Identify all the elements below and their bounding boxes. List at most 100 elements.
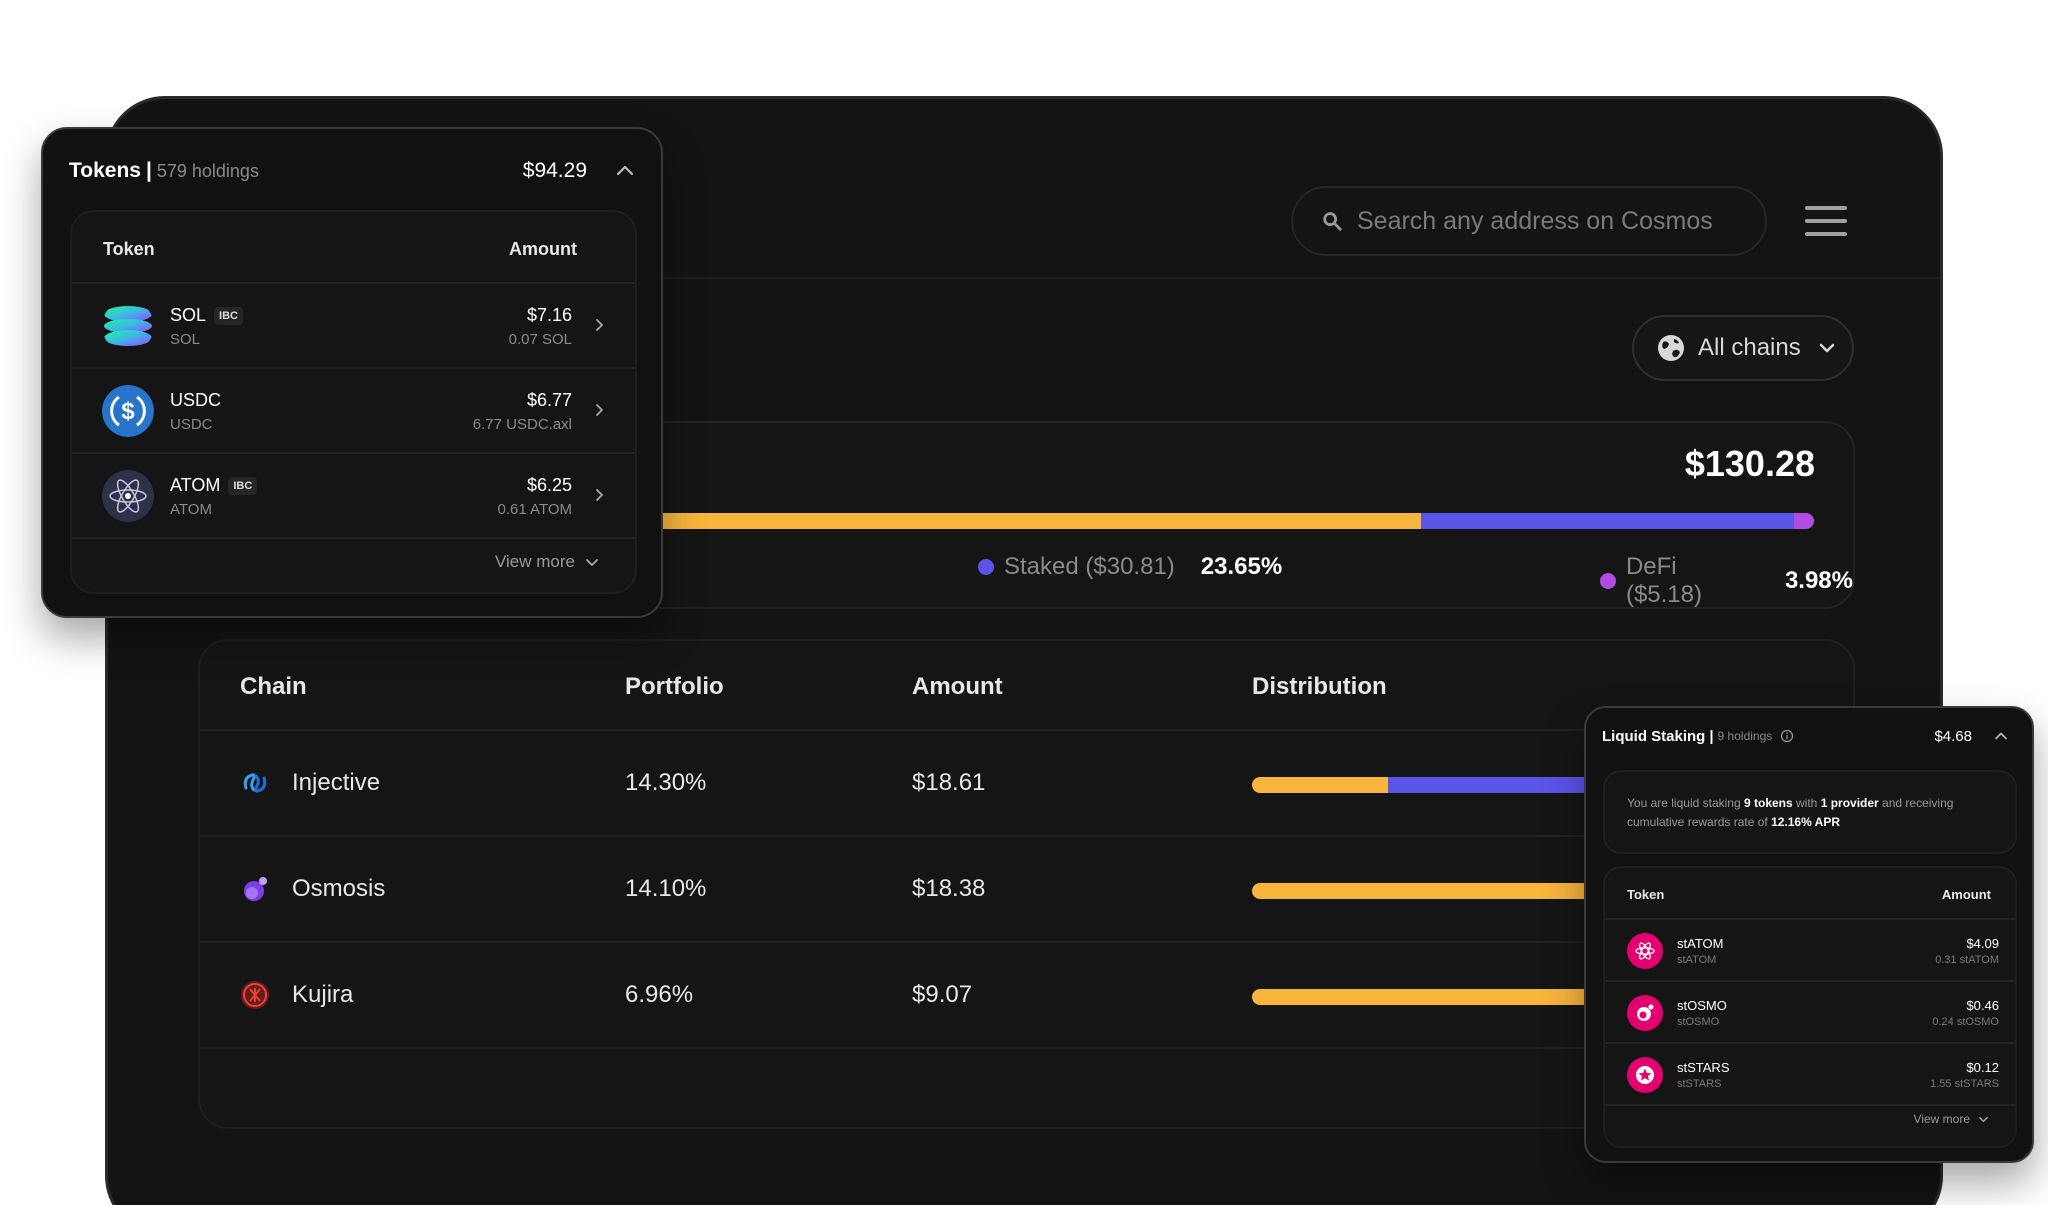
ibc-badge: IBC [214, 306, 243, 325]
view-more-button[interactable]: View more [1914, 1112, 1989, 1126]
tokens-list-header: Token Amount [72, 212, 635, 284]
legend-dot [1600, 573, 1616, 589]
tokens-holdings-count: 579 holdings [156, 160, 259, 181]
summary-token-count: 9 tokens [1743, 796, 1793, 810]
token-name: USDC [170, 390, 222, 410]
col-amount: Amount [912, 673, 1003, 700]
token-row[interactable]: stSTARS stSTARS $0.12 1.55 stSTARS [1605, 1044, 2015, 1106]
token-value: $0.46 [1966, 998, 1999, 1013]
col-portfolio: Portfolio [625, 673, 724, 700]
chain-table-header: Chain Portfolio Amount Distribution [200, 641, 1853, 731]
chain-amount: $9.07 [912, 981, 973, 1008]
chevron-right-icon[interactable] [592, 318, 606, 332]
view-more-button[interactable]: View more [495, 552, 599, 572]
svg-text:$: $ [121, 398, 135, 425]
token-name: ATOM [170, 475, 221, 495]
liquid-staking-title: Liquid Staking [1602, 727, 1706, 745]
chain-distribution-bar [1252, 883, 1592, 899]
atom-icon [102, 470, 154, 522]
info-icon[interactable] [1780, 729, 1794, 743]
solana-icon [102, 300, 154, 352]
token-name: stATOM [1677, 936, 1724, 951]
chain-table: Chain Portfolio Amount Distribution Inje… [198, 639, 1855, 1129]
chain-amount: $18.38 [912, 875, 986, 902]
tokens-list: Token Amount SOL IBC SOL $7.16 0.07 SOL [70, 210, 637, 594]
chain-name: Osmosis [292, 875, 386, 902]
token-amount: 0.24 stOSMO [1932, 1016, 1999, 1028]
chevron-down-icon [1819, 343, 1834, 353]
ststars-icon [1627, 1057, 1663, 1093]
tokens-title: Tokens [69, 159, 141, 182]
summary-text: with [1792, 796, 1821, 810]
token-amount: 0.31 stATOM [1935, 954, 1999, 966]
legend-percent: 3.98% [1784, 567, 1853, 594]
table-row[interactable]: Osmosis 14.10% $18.38 [200, 837, 1853, 943]
token-row[interactable]: $ USDC USDC $6.77 6.77 USDC.axl [72, 369, 635, 454]
token-amount: 1.55 stSTARS [1930, 1078, 1999, 1090]
liquid-staking-total-value: $4.68 [1934, 727, 1972, 745]
statom-icon [1627, 933, 1663, 969]
summary-provider-count: 1 provider [1820, 796, 1879, 810]
tokens-panel-header[interactable]: Tokens | 579 holdings $94.29 [69, 153, 635, 189]
search-box[interactable] [1291, 186, 1767, 256]
token-row[interactable]: ATOM IBC ATOM $6.25 0.61 ATOM [72, 454, 635, 539]
col-token: Token [1627, 887, 1665, 902]
token-name-group: USDC [170, 390, 221, 411]
chain-distribution-bar [1252, 989, 1592, 1005]
search-input[interactable] [1357, 206, 1757, 236]
chevron-right-icon[interactable] [592, 488, 606, 502]
token-value: $6.25 [526, 475, 572, 495]
token-name-group: SOL IBC [170, 305, 243, 326]
token-row[interactable]: stOSMO stOSMO $0.46 0.24 stOSMO [1605, 982, 2015, 1044]
legend-defi: DeFi ($5.18) 3.98% [1600, 553, 1853, 609]
col-token: Token [103, 239, 155, 259]
chain-amount: $18.61 [912, 769, 986, 796]
chevron-right-icon[interactable] [592, 403, 606, 417]
injective-icon [243, 773, 267, 793]
col-amount: Amount [509, 239, 577, 259]
token-value: $6.77 [526, 390, 572, 410]
table-row[interactable]: Kujira 6.96% $9.07 [200, 943, 1853, 1049]
token-value: $4.09 [1966, 936, 1999, 951]
topbar-divider [108, 277, 1940, 279]
usdc-icon: $ [102, 385, 154, 437]
staked-segment [1421, 513, 1794, 529]
token-row[interactable]: SOL IBC SOL $7.16 0.07 SOL [72, 284, 635, 369]
col-amount: Amount [1941, 887, 1991, 902]
chain-filter-label: All chains [1698, 334, 1801, 361]
token-row[interactable]: stATOM stATOM $4.09 0.31 stATOM [1605, 920, 2015, 982]
summary-apr: 12.16% APR [1771, 815, 1840, 829]
token-name: stSTARS [1677, 1060, 1730, 1075]
token-name: SOL [170, 305, 207, 325]
chain-portfolio: 14.30% [625, 769, 707, 796]
table-row[interactable]: Injective 14.30% $18.61 [200, 731, 1853, 837]
summary-text: and receiving cumulative rewards rate of [1627, 796, 1954, 829]
chain-portfolio: 14.10% [625, 875, 707, 902]
chain-filter-button[interactable]: All chains [1632, 315, 1854, 381]
globe-icon [1658, 335, 1684, 361]
menu-icon[interactable] [1805, 206, 1847, 236]
legend-percent: 23.65% [1200, 553, 1283, 580]
token-symbol: USDC [170, 416, 213, 433]
kujira-icon [241, 981, 269, 1009]
liquid-staking-holdings-count: 9 holdings [1717, 729, 1773, 743]
token-amount: 6.77 USDC.axl [472, 416, 572, 433]
title-separator: | [145, 159, 152, 182]
defi-segment [1794, 513, 1814, 529]
token-symbol: ATOM [170, 501, 212, 518]
tokens-panel: Tokens | 579 holdings $94.29 Token Amoun… [41, 127, 663, 618]
token-symbol: SOL [170, 331, 201, 348]
liquid-staking-list-header: Token Amount [1605, 868, 2015, 920]
chevron-up-icon[interactable] [615, 161, 635, 181]
token-amount: 0.61 ATOM [497, 501, 572, 518]
chevron-up-icon[interactable] [1994, 729, 2008, 743]
portfolio-total-value: $130.28 [1684, 443, 1815, 484]
liquid-staking-header[interactable]: Liquid Staking | 9 holdings $4.68 [1602, 724, 2008, 748]
title-separator: | [1709, 727, 1714, 745]
token-symbol: stSTARS [1677, 1078, 1722, 1090]
liquid-staking-list: Token Amount stATOM stATOM $4.09 0.31 st… [1603, 866, 2017, 1148]
liquid-staking-summary: You are liquid staking 9 tokens with 1 p… [1603, 770, 2017, 854]
view-more-label: View more [1913, 1112, 1970, 1126]
summary-text: You are liquid staking [1627, 796, 1744, 810]
token-name-group: ATOM IBC [170, 475, 258, 496]
